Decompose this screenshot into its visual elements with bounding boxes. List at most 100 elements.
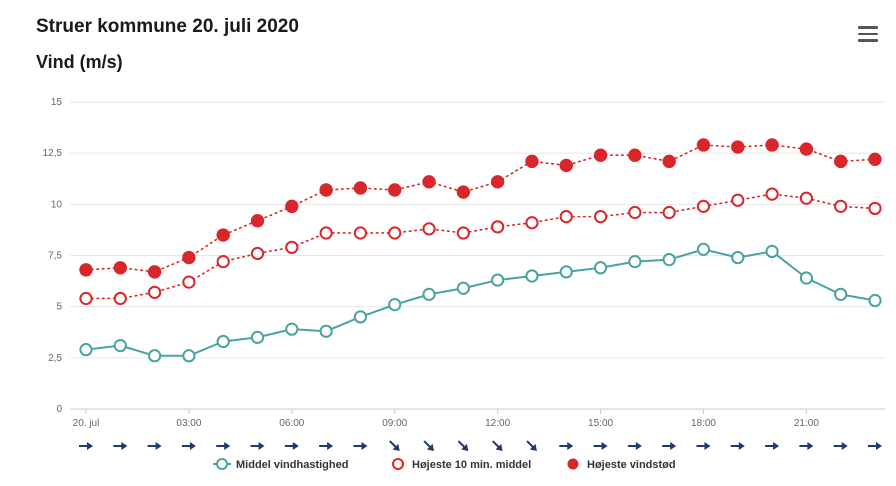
data-point xyxy=(799,271,813,285)
wind-direction-arrow-icon xyxy=(423,440,434,451)
wind-direction-arrow-icon xyxy=(799,442,814,450)
legend-item-0[interactable]: Middel vindhastighed xyxy=(213,458,348,471)
hamburger-menu-icon[interactable] xyxy=(858,26,878,42)
data-point xyxy=(285,322,299,336)
menu-bar xyxy=(858,39,878,42)
y-axis-ticks: 0 2,5 5 7,5 10 12,5 15 xyxy=(43,97,63,415)
data-point xyxy=(696,242,711,256)
wind-direction-arrow-icon xyxy=(216,442,231,450)
data-point xyxy=(662,252,676,267)
data-point xyxy=(79,291,93,306)
arrow-head xyxy=(567,442,574,450)
data-point xyxy=(765,138,779,152)
series-line-0 xyxy=(85,248,876,357)
arrow-head xyxy=(292,442,299,450)
wind-direction-arrow-icon xyxy=(627,442,642,450)
wind-direction-arrow-icon xyxy=(833,442,848,450)
wind-direction-arrow-icon xyxy=(491,440,503,451)
data-point xyxy=(525,269,539,283)
data-point xyxy=(353,226,368,240)
data-point xyxy=(628,148,642,162)
data-point xyxy=(319,183,333,197)
arrow-head xyxy=(258,442,265,450)
arrow-head xyxy=(738,442,745,450)
wind-direction-arrow-icon xyxy=(730,442,745,450)
arrow-head xyxy=(361,442,368,450)
data-point xyxy=(456,281,470,295)
data-point xyxy=(559,210,573,224)
x-tick-label: 18:00 xyxy=(691,418,716,429)
data-point xyxy=(182,250,196,265)
arrow-head xyxy=(155,442,162,450)
arrow-head xyxy=(426,443,434,451)
data-point xyxy=(388,226,402,240)
data-point xyxy=(285,240,299,254)
data-point xyxy=(148,349,162,363)
data-point xyxy=(662,154,676,169)
wind-direction-arrow-icon xyxy=(593,442,608,450)
x-tick-label: 09:00 xyxy=(382,418,407,429)
data-point xyxy=(559,158,573,173)
legend-marker xyxy=(392,458,404,470)
data-point xyxy=(250,214,265,228)
legend-item-1[interactable]: Højeste 10 min. middel xyxy=(392,458,531,471)
data-point xyxy=(285,199,299,214)
wind-direction-arrow-icon xyxy=(250,442,265,450)
legend-item-2[interactable]: Højeste vindstød xyxy=(567,458,676,471)
data-point xyxy=(353,310,368,324)
arrow-head xyxy=(876,442,882,450)
data-point xyxy=(662,205,676,220)
data-point xyxy=(731,140,745,154)
data-point xyxy=(834,287,848,301)
arrow-head xyxy=(635,442,642,450)
arrow-head xyxy=(670,442,677,450)
y-tick-label: 5 xyxy=(56,302,62,313)
data-point xyxy=(868,152,882,167)
arrow-head xyxy=(87,442,93,450)
wind-direction-row xyxy=(79,440,882,451)
arrow-head xyxy=(189,442,196,450)
series-group xyxy=(79,138,882,363)
data-point xyxy=(490,175,505,189)
data-point xyxy=(148,285,162,299)
x-axis-ticks: 20. jul 03:00 06:00 09:00 12:00 15:00 18:00 21:… xyxy=(73,409,819,429)
x-tick-label: 15:00 xyxy=(588,418,613,429)
data-point xyxy=(696,199,711,213)
arrow-head xyxy=(601,442,608,450)
data-point xyxy=(319,226,333,240)
legend[interactable]: Middel vindhastighed Højeste 10 min. midd… xyxy=(213,458,676,471)
wind-direction-arrow-icon xyxy=(389,440,400,451)
data-point xyxy=(422,287,436,301)
legend-label: Middel vindhastighed xyxy=(236,459,348,471)
data-point xyxy=(113,291,127,306)
arrow-head xyxy=(461,443,469,451)
data-point xyxy=(216,228,230,242)
data-point xyxy=(833,154,848,169)
wind-direction-arrow-icon xyxy=(147,442,162,450)
data-point xyxy=(593,210,608,224)
legend-label: Højeste vindstød xyxy=(587,459,676,471)
data-point xyxy=(593,148,608,162)
x-tick-label: 06:00 xyxy=(279,418,304,429)
wind-direction-arrow-icon xyxy=(79,442,93,450)
data-point xyxy=(216,255,230,269)
data-point xyxy=(79,263,93,277)
data-point xyxy=(799,191,813,205)
series-line-2 xyxy=(85,144,876,273)
data-point xyxy=(113,338,127,353)
arrow-head xyxy=(224,442,231,450)
x-tick-label: 12:00 xyxy=(485,418,510,429)
data-point xyxy=(456,226,470,240)
arrow-head xyxy=(773,442,780,450)
y-tick-label: 7,5 xyxy=(48,251,62,262)
data-point xyxy=(525,154,539,169)
data-point xyxy=(182,275,196,289)
page-title: Struer kommune 20. juli 2020 xyxy=(36,16,299,37)
wind-direction-arrow-icon xyxy=(181,442,196,450)
grid-lines xyxy=(70,101,885,410)
data-point xyxy=(250,246,265,261)
wind-direction-arrow-icon xyxy=(765,442,780,450)
data-point xyxy=(765,187,779,201)
legend-marker xyxy=(216,458,228,470)
